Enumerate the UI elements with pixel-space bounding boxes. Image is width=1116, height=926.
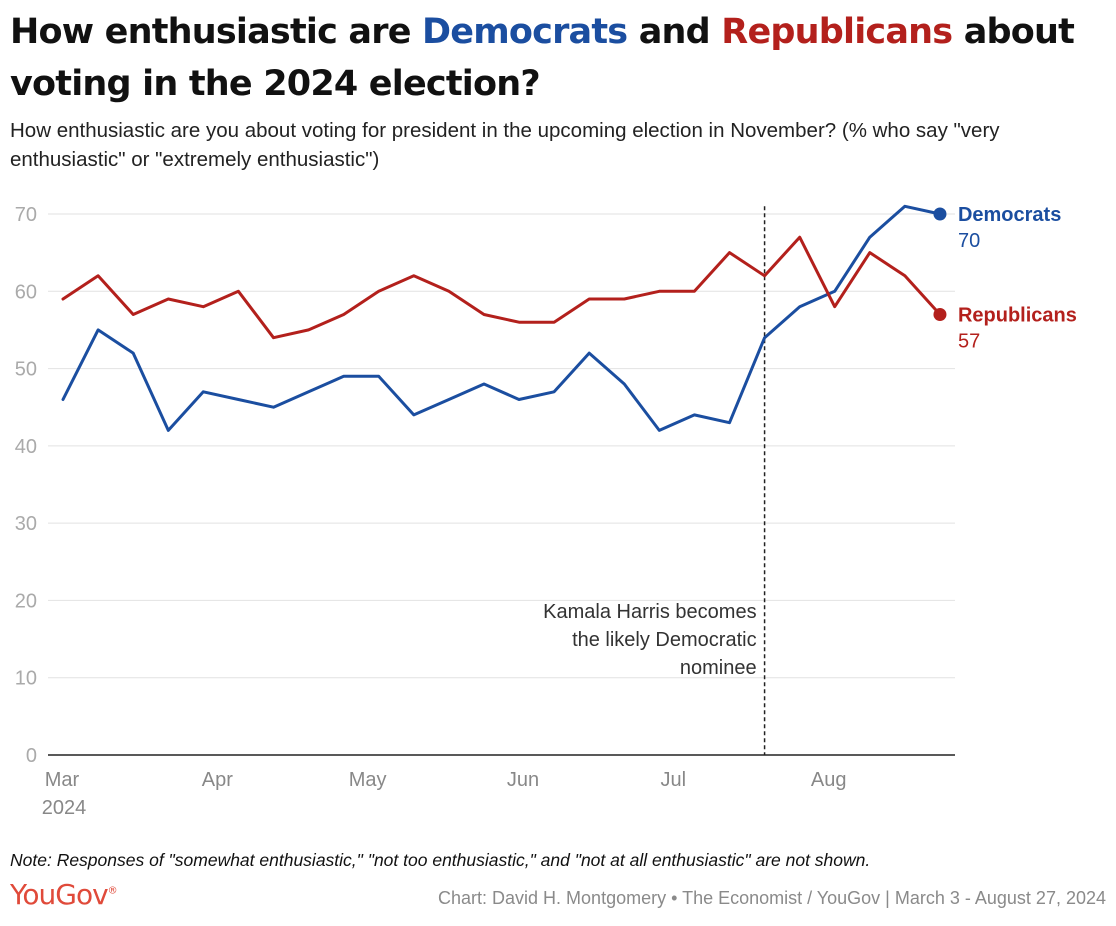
x-tick-year-label: 2024 bbox=[42, 797, 87, 819]
y-tick-label-50: 50 bbox=[15, 359, 37, 381]
y-tick-label-10: 10 bbox=[15, 668, 37, 690]
title-republicans: Republicans bbox=[721, 12, 953, 52]
annotation-text-line-3: nominee bbox=[680, 657, 757, 679]
chart-title: How enthusiastic are Democrats and Repub… bbox=[10, 6, 1110, 110]
x-tick-label-aug: Aug bbox=[811, 769, 847, 791]
end-label-democrats: Democrats bbox=[958, 204, 1061, 226]
y-tick-label-20: 20 bbox=[15, 590, 37, 612]
y-tick-label-40: 40 bbox=[15, 436, 37, 458]
annotation-text-line-1: Kamala Harris becomes bbox=[543, 601, 756, 623]
title-part2: and bbox=[627, 12, 722, 52]
y-tick-label-70: 70 bbox=[15, 204, 37, 226]
end-value-republicans: 57 bbox=[958, 330, 980, 352]
end-value-democrats: 70 bbox=[958, 230, 980, 252]
title-democrats: Democrats bbox=[422, 12, 628, 52]
x-tick-label-apr: Apr bbox=[202, 769, 233, 791]
title-part1: How enthusiastic are bbox=[10, 12, 423, 52]
line-chart: 0 10 20 30 40 50 60 70 Mar 2024 Apr May Jun Jul Aug Ka… bbox=[15, 204, 1077, 819]
x-tick-label-may: May bbox=[349, 769, 387, 791]
title-part3: about voting in the 2024 election? bbox=[10, 12, 1075, 104]
data-point-republicans-25 bbox=[933, 307, 947, 321]
x-tick-label-jul: Jul bbox=[661, 769, 687, 791]
x-tick-label-jun: Jun bbox=[507, 769, 539, 791]
series-line-democrats bbox=[61, 204, 942, 432]
annotation-text-line-2: the likely Democratic bbox=[572, 629, 757, 651]
yougov-logo: YouGov® bbox=[10, 878, 118, 911]
end-label-republicans: Republicans bbox=[958, 304, 1077, 326]
y-tick-label-30: 30 bbox=[15, 513, 37, 535]
chart-credit: Chart: David H. Montgomery • The Economi… bbox=[438, 888, 1106, 908]
y-tick-label-60: 60 bbox=[15, 281, 37, 303]
data-point-democrats-25 bbox=[933, 207, 947, 221]
x-tick-label-mar: Mar bbox=[45, 769, 80, 791]
logo-text: YouGov bbox=[10, 878, 109, 911]
chart-subtitle: How enthusiastic are you about voting fo… bbox=[10, 119, 1000, 171]
series-line-republicans bbox=[61, 235, 942, 340]
y-tick-label-0: 0 bbox=[26, 745, 37, 767]
chart-note: Note: Responses of "somewhat enthusiasti… bbox=[10, 850, 871, 870]
